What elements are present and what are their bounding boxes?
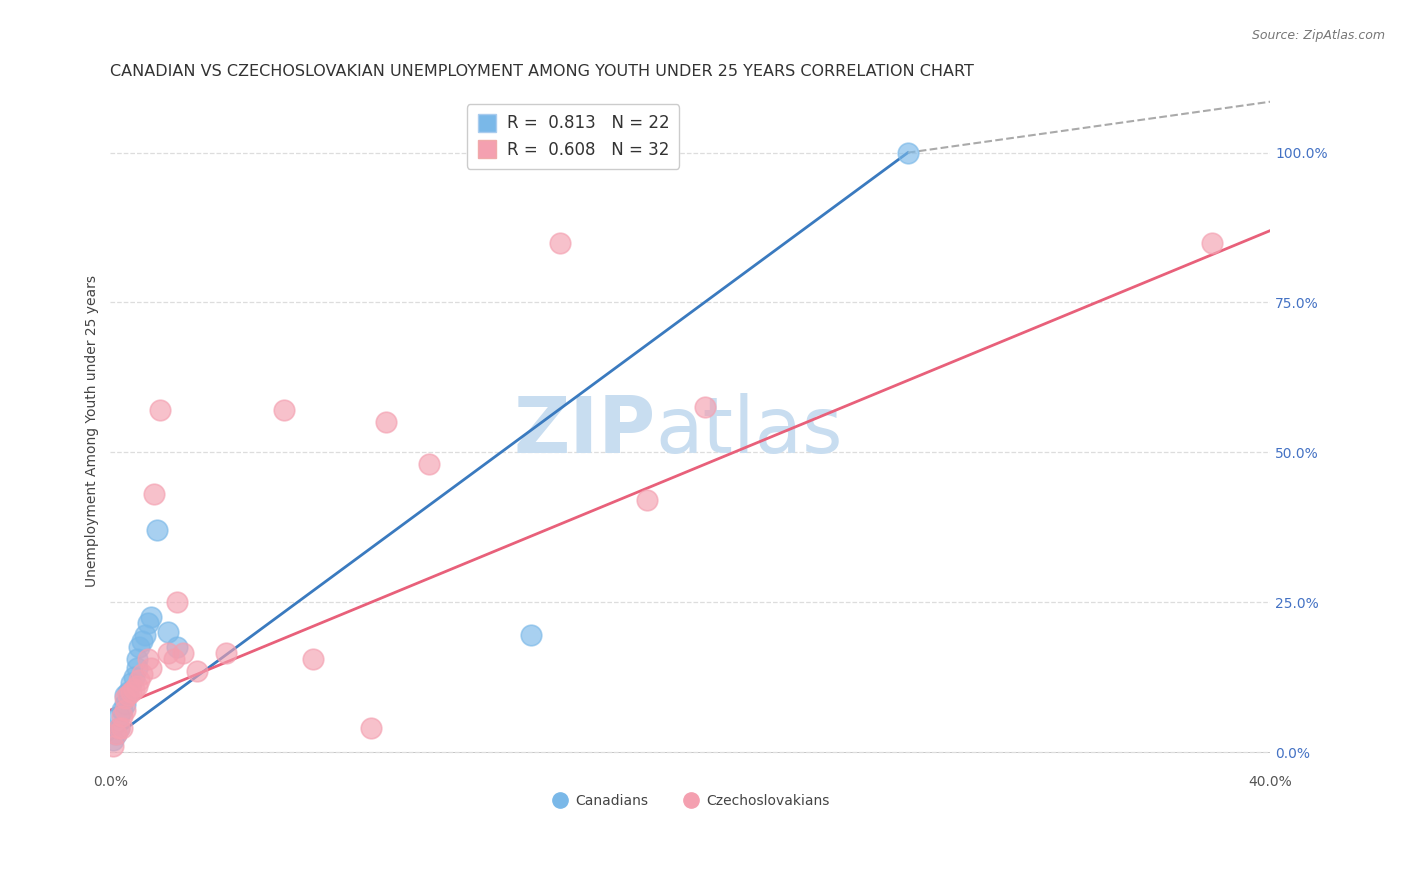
Y-axis label: Unemployment Among Youth under 25 years: Unemployment Among Youth under 25 years — [86, 276, 100, 587]
Point — [114, 691, 136, 706]
Point — [114, 703, 136, 717]
Point — [117, 685, 139, 699]
Point — [302, 652, 325, 666]
Point — [105, 727, 128, 741]
Point — [897, 145, 920, 160]
Point — [520, 628, 543, 642]
Point — [172, 646, 194, 660]
Point — [108, 709, 131, 723]
Point — [103, 733, 125, 747]
Point — [120, 685, 142, 699]
Point — [146, 523, 169, 537]
Point — [360, 721, 382, 735]
Point — [108, 721, 131, 735]
Point — [120, 676, 142, 690]
Point — [125, 661, 148, 675]
Point — [418, 458, 440, 472]
Point — [215, 646, 238, 660]
Point — [636, 493, 658, 508]
Legend: Canadians, Czechoslovakians: Canadians, Czechoslovakians — [546, 789, 835, 814]
Point — [149, 403, 172, 417]
Point — [111, 721, 134, 735]
Point — [114, 688, 136, 702]
Point — [125, 652, 148, 666]
Point — [134, 628, 156, 642]
Point — [128, 640, 150, 654]
Point — [157, 646, 180, 660]
Point — [186, 664, 208, 678]
Point — [139, 610, 162, 624]
Point — [136, 652, 159, 666]
Point — [103, 739, 125, 753]
Text: CANADIAN VS CZECHOSLOVAKIAN UNEMPLOYMENT AMONG YOUTH UNDER 25 YEARS CORRELATION : CANADIAN VS CZECHOSLOVAKIAN UNEMPLOYMENT… — [111, 64, 974, 79]
Point — [1201, 235, 1223, 250]
Text: Source: ZipAtlas.com: Source: ZipAtlas.com — [1251, 29, 1385, 42]
Point — [111, 703, 134, 717]
Text: ZIP: ZIP — [513, 393, 655, 469]
Point — [128, 673, 150, 687]
Point — [374, 416, 396, 430]
Point — [136, 616, 159, 631]
Point — [131, 634, 153, 648]
Point — [125, 679, 148, 693]
Point — [157, 625, 180, 640]
Point — [117, 688, 139, 702]
Point — [131, 667, 153, 681]
Point — [122, 682, 145, 697]
Point — [108, 721, 131, 735]
Point — [114, 697, 136, 711]
Point — [111, 709, 134, 723]
Point — [142, 487, 165, 501]
Point — [166, 640, 188, 654]
Point — [105, 727, 128, 741]
Text: atlas: atlas — [655, 393, 844, 469]
Point — [273, 403, 295, 417]
Point — [163, 652, 186, 666]
Point — [166, 595, 188, 609]
Point — [122, 670, 145, 684]
Point — [693, 401, 716, 415]
Point — [548, 235, 571, 250]
Point — [139, 661, 162, 675]
